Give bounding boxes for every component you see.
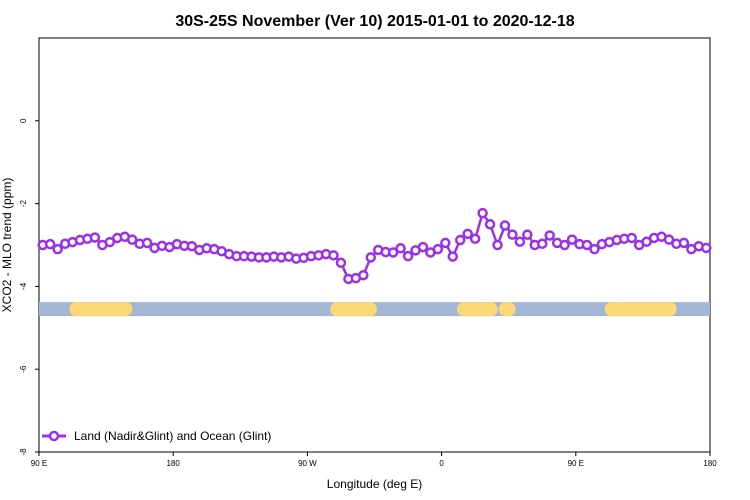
legend-marker-swatch: [48, 430, 60, 442]
data-point: [701, 242, 712, 254]
data-point: [522, 229, 533, 240]
data-point: [432, 243, 444, 255]
data-point: [462, 228, 473, 240]
data-point: [447, 251, 459, 262]
data-point: [626, 232, 637, 244]
data-point: [89, 232, 101, 243]
data-point: [104, 236, 116, 248]
data-point: [395, 243, 406, 254]
data-point: [358, 269, 369, 281]
data-point: [477, 207, 488, 219]
y-tick-label: -4: [19, 282, 28, 290]
data-point: [559, 239, 570, 251]
data-point: [335, 257, 347, 269]
data-point: [387, 247, 399, 258]
data-point: [469, 233, 481, 245]
data-point: [663, 234, 675, 245]
data-point: [44, 238, 56, 250]
x-tick-label: 0: [439, 459, 444, 468]
x-tick-label: 90 W: [298, 459, 317, 468]
data-point: [499, 220, 511, 231]
data-point: [402, 250, 414, 262]
data-point: [126, 234, 138, 245]
data-point: [589, 243, 600, 255]
x-tick-label: 180: [703, 459, 717, 468]
data-point: [544, 230, 555, 241]
data-point: [678, 237, 690, 249]
x-axis-label: Longitude (deg E): [327, 477, 422, 491]
data-point: [52, 243, 63, 255]
x-tick-label: 90 E: [31, 459, 47, 468]
legend-label: Land (Nadir&Glint) and Ocean (Glint): [74, 429, 271, 443]
legend: Land (Nadir&Glint) and Ocean (Glint): [42, 429, 271, 443]
data-point: [365, 252, 377, 263]
data-point: [141, 237, 153, 249]
data-point: [417, 241, 429, 253]
chart-title: 30S-25S November (Ver 10) 2015-01-01 to …: [175, 13, 574, 30]
data-point: [514, 236, 526, 247]
data-point: [492, 239, 503, 251]
x-tick-label: 180: [167, 459, 181, 468]
data-point: [566, 234, 578, 245]
data-point: [440, 237, 451, 249]
data-point: [537, 238, 548, 250]
data-point: [328, 250, 339, 261]
series-layer: [37, 207, 712, 285]
x-axis: 90 E 180 90 W 0 90 E 180: [31, 452, 717, 468]
data-point: [454, 234, 466, 246]
data-point: [581, 239, 593, 251]
y-tick-label: -8: [19, 448, 28, 456]
y-axis: 0 -2 -4 -6 -8: [19, 118, 39, 456]
data-point: [484, 219, 496, 230]
y-tick-label: -2: [19, 199, 28, 207]
y-tick-label: -6: [19, 365, 28, 373]
y-tick-label: 0: [19, 118, 28, 123]
data-point: [507, 229, 518, 240]
x-tick-label: 90 E: [568, 459, 584, 468]
y-axis-label: XCO2 - MLO trend (ppm): [0, 178, 14, 313]
